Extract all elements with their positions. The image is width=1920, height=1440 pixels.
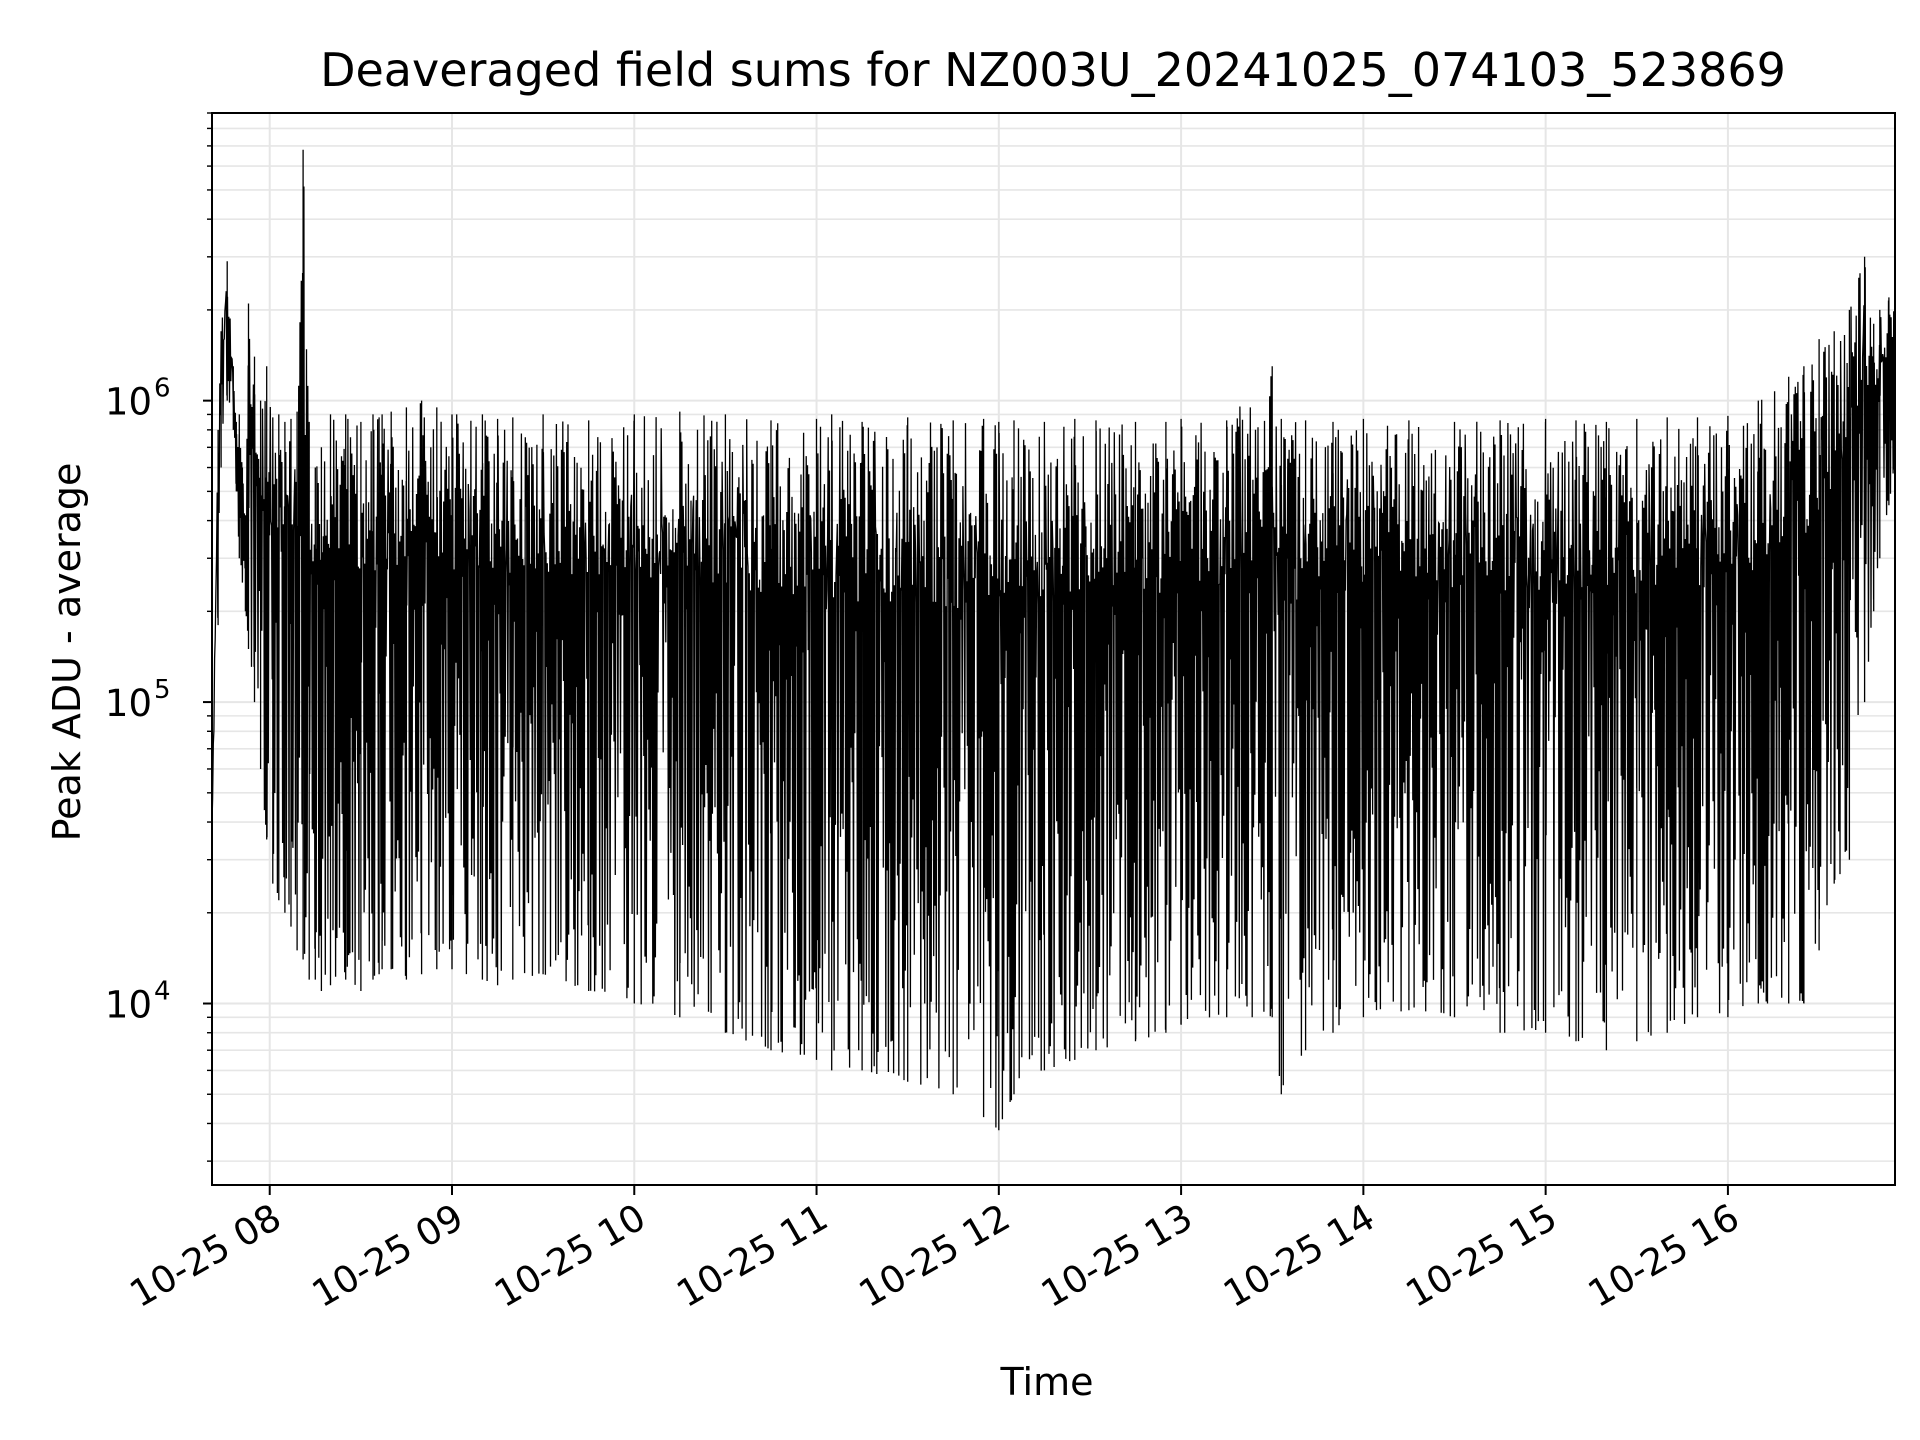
y-tick-label: 10 — [105, 381, 152, 424]
y-tick-exponent: 5 — [154, 675, 171, 705]
y-tick-exponent: 4 — [154, 977, 171, 1007]
plot-area — [211, 149, 1896, 1131]
axes-frame — [211, 112, 1896, 1186]
y-tick-exponent: 6 — [154, 374, 171, 404]
y-tick-label: 10 — [105, 682, 152, 725]
x-axis-label: Time — [1000, 1360, 1094, 1404]
y-axis-label: Peak ADU - average — [45, 463, 89, 842]
chart-title: Deaveraged field sums for NZ003U_2024102… — [320, 43, 1786, 97]
data-series-line — [211, 149, 1896, 1131]
y-tick-label: 10 — [105, 984, 152, 1027]
